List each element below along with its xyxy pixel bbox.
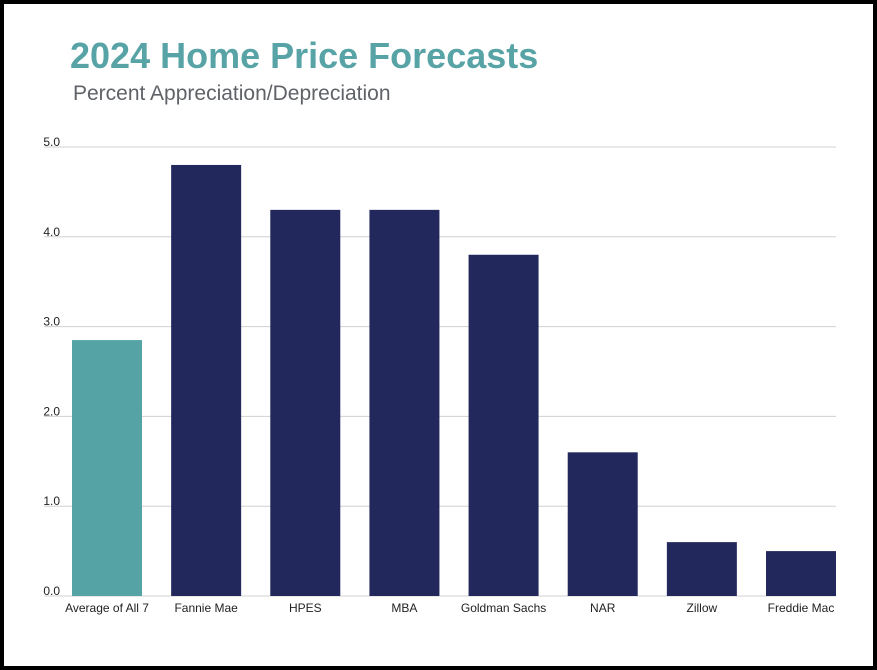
x-tick-label: Average of All 7 xyxy=(65,601,149,615)
x-tick-label: NAR xyxy=(590,601,616,615)
y-tick-label: 3.0 xyxy=(43,315,60,329)
bar-fannie-mae xyxy=(171,164,242,596)
bar-hpes xyxy=(270,209,341,597)
gridlines xyxy=(44,146,836,597)
y-tick-label: 2.0 xyxy=(43,404,60,418)
x-tick-label: HPES xyxy=(289,601,322,615)
bar-goldman-sachs xyxy=(468,254,539,596)
y-tick-label: 1.0 xyxy=(43,494,60,508)
y-axis-ticks: 0.0 1.0 2.0 3.0 4.0 5.0 xyxy=(43,135,60,598)
x-tick-label: Goldman Sachs xyxy=(461,601,546,615)
bar-nar xyxy=(567,452,638,596)
y-tick-label: 4.0 xyxy=(43,225,60,239)
y-tick-label: 5.0 xyxy=(43,135,60,149)
chart-subtitle: Percent Appreciation/Depreciation xyxy=(73,82,391,105)
bars xyxy=(72,164,836,597)
x-tick-label: Freddie Mac xyxy=(768,601,835,615)
x-tick-label: MBA xyxy=(391,601,417,615)
bar-mba xyxy=(369,209,440,597)
x-tick-label: Fannie Mae xyxy=(174,601,238,615)
bar-zillow xyxy=(666,542,737,596)
bar-chart: 0.0 1.0 2.0 3.0 4.0 5.0 Average of All 7 Fanni… xyxy=(43,135,836,615)
bar-average-of-all-7 xyxy=(72,340,142,596)
chart-title: 2024 Home Price Forecasts xyxy=(70,35,539,76)
x-axis-labels: Average of All 7 Fannie Mae HPES MBA Goldman… xyxy=(65,601,834,615)
x-tick-label: Zillow xyxy=(687,601,718,615)
bar-freddie-mac xyxy=(766,551,836,596)
y-tick-label: 0.0 xyxy=(43,584,60,598)
